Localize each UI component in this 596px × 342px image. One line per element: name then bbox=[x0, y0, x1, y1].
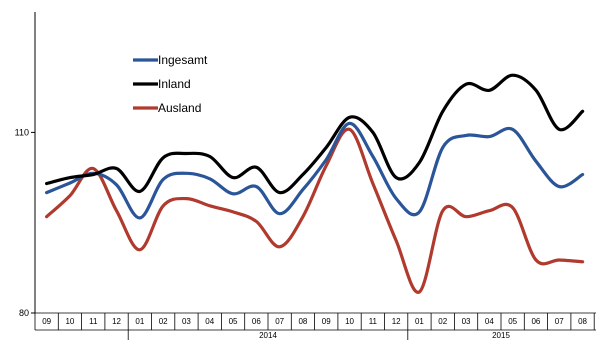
series-line-ausland bbox=[45, 127, 585, 294]
legend: Ingesamt Inland Ausland bbox=[133, 53, 208, 115]
year-label: 2014 bbox=[259, 331, 277, 340]
x-tick-label: 03 bbox=[462, 317, 471, 326]
year-label: 2015 bbox=[492, 331, 510, 340]
x-tick-label: 11 bbox=[89, 317, 98, 326]
x-tick-label: 06 bbox=[531, 317, 540, 326]
y-tick-label: 80 bbox=[19, 308, 29, 318]
x-tick-label: 04 bbox=[485, 317, 494, 326]
x-tick-label: 08 bbox=[578, 317, 587, 326]
x-tick-label: 09 bbox=[42, 317, 51, 326]
x-tick-label: 02 bbox=[438, 317, 447, 326]
x-axis-ticks: 09 10 11 12 01 02 03 04 05 06 07 08 09 10 11 12 01 02 03 04… bbox=[34, 312, 596, 340]
x-tick-label: 04 bbox=[205, 317, 214, 326]
x-tick-label: 02 bbox=[159, 317, 168, 326]
y-tick-label: 110 bbox=[15, 127, 29, 137]
x-tick-label: 07 bbox=[555, 317, 564, 326]
x-tick-label: 01 bbox=[135, 317, 144, 326]
series-lines bbox=[45, 73, 585, 294]
x-tick-label: 12 bbox=[392, 317, 401, 326]
x-tick-label: 10 bbox=[65, 317, 74, 326]
x-tick-label: 12 bbox=[112, 317, 121, 326]
x-tick-label: 08 bbox=[298, 317, 307, 326]
legend-label: Ausland bbox=[158, 101, 201, 115]
x-tick-label: 07 bbox=[275, 317, 284, 326]
series-line-ingesamt bbox=[45, 121, 585, 220]
x-tick-label: 03 bbox=[182, 317, 191, 326]
x-tick-label: 10 bbox=[345, 317, 354, 326]
x-tick-label: 05 bbox=[508, 317, 517, 326]
series-line-inland bbox=[45, 73, 585, 195]
chart-axes: 80 110 bbox=[15, 12, 36, 318]
x-tick-label: 11 bbox=[369, 317, 378, 326]
x-tick-label: 01 bbox=[415, 317, 424, 326]
x-tick-label: 09 bbox=[322, 317, 331, 326]
x-tick-label: 06 bbox=[252, 317, 261, 326]
x-tick-label: 05 bbox=[229, 317, 238, 326]
legend-label: Inland bbox=[158, 77, 191, 91]
legend-label: Ingesamt bbox=[158, 53, 208, 67]
